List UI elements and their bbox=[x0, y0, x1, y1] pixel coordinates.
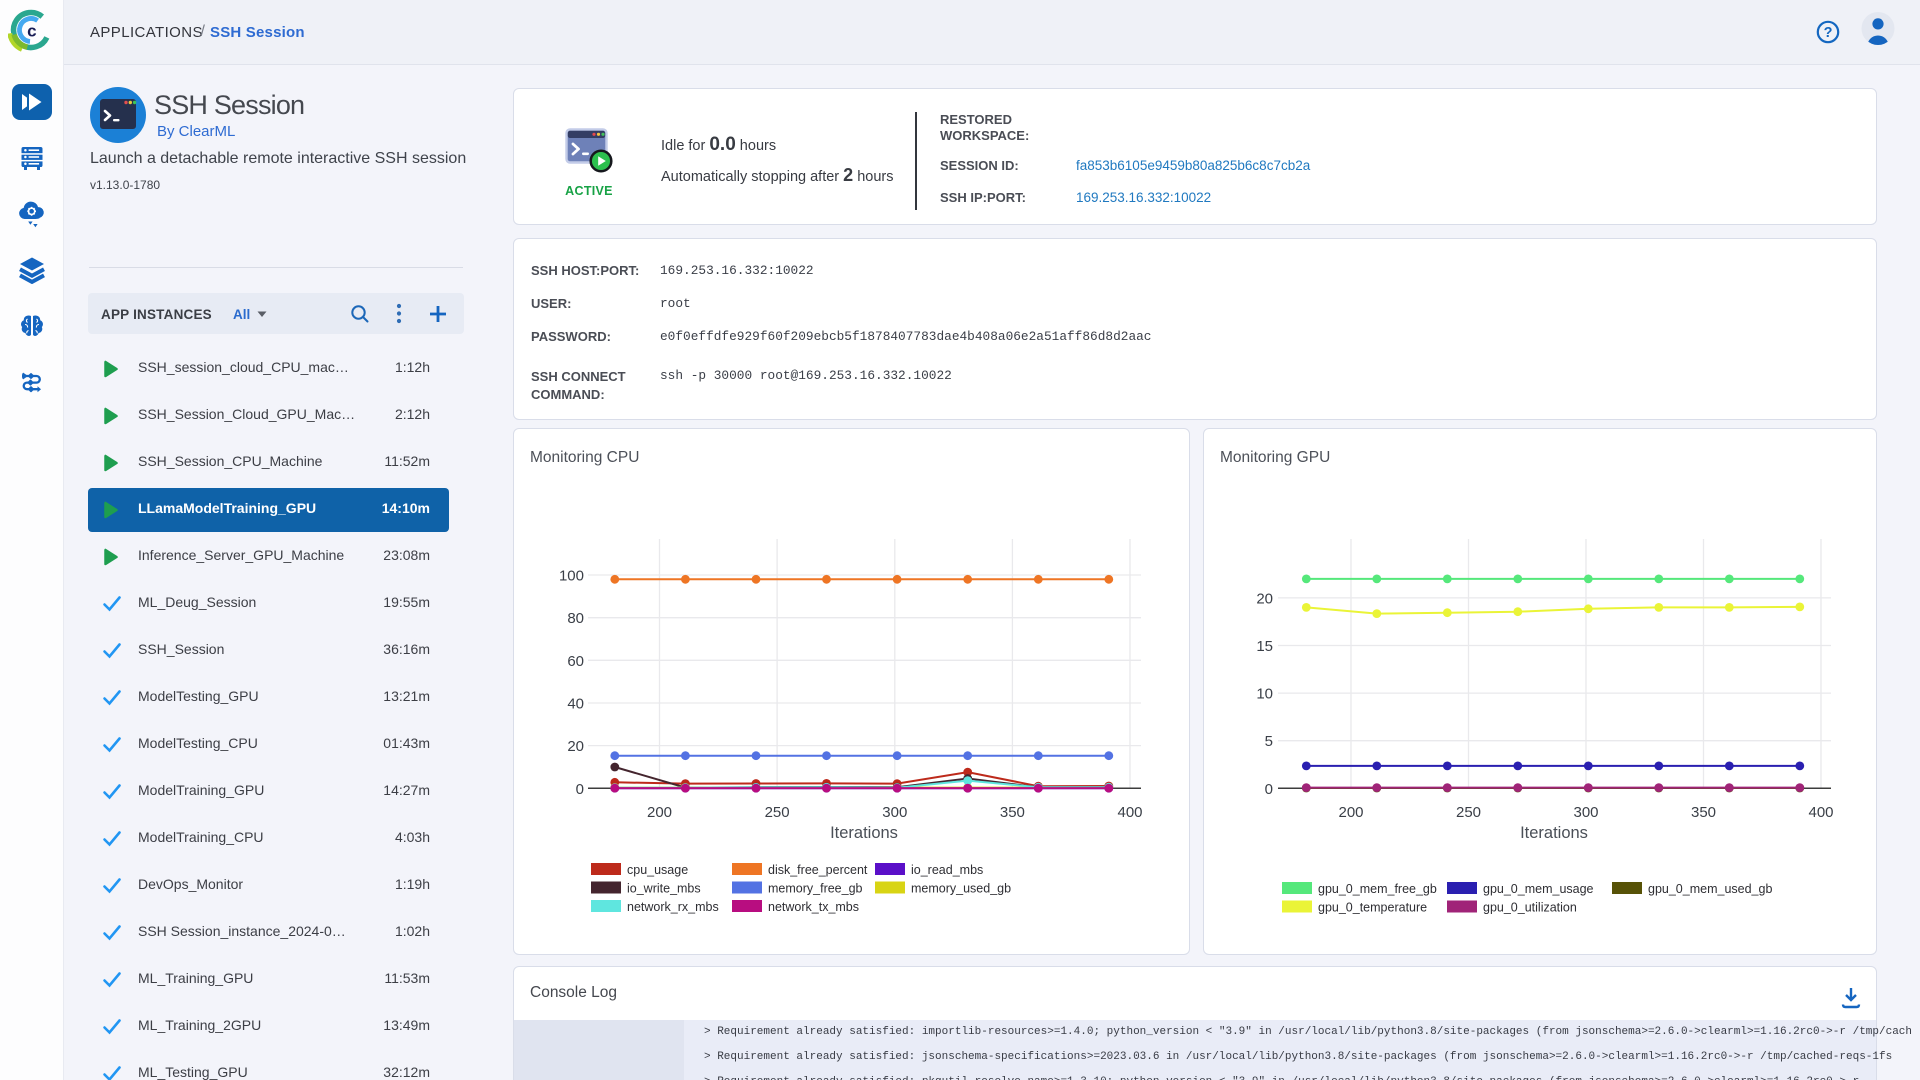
svg-text:5: 5 bbox=[1265, 733, 1273, 750]
svg-text:200: 200 bbox=[647, 804, 672, 821]
svg-text:20: 20 bbox=[1256, 590, 1273, 607]
svg-text:15: 15 bbox=[1256, 638, 1273, 655]
svg-text:gpu_0_utilization: gpu_0_utilization bbox=[1483, 901, 1577, 915]
svg-text:?: ? bbox=[1824, 25, 1833, 41]
svg-text:250: 250 bbox=[765, 804, 790, 821]
svg-text:gpu_0_mem_used_gb: gpu_0_mem_used_gb bbox=[1648, 882, 1772, 896]
svg-text:Monitoring CPU: Monitoring CPU bbox=[530, 449, 639, 466]
svg-text:memory_free_gb: memory_free_gb bbox=[768, 882, 863, 896]
svg-text:100: 100 bbox=[559, 568, 584, 585]
svg-text:300: 300 bbox=[882, 804, 907, 821]
svg-text:Monitoring GPU: Monitoring GPU bbox=[1220, 449, 1330, 466]
svg-text:network_tx_mbs: network_tx_mbs bbox=[768, 900, 859, 914]
svg-text:Iterations: Iterations bbox=[830, 824, 898, 842]
svg-text:memory_used_gb: memory_used_gb bbox=[911, 882, 1011, 896]
svg-text:c: c bbox=[27, 22, 36, 41]
svg-text:60: 60 bbox=[567, 653, 584, 670]
svg-text:network_rx_mbs: network_rx_mbs bbox=[627, 900, 719, 914]
svg-text:200: 200 bbox=[1338, 804, 1363, 821]
svg-text:20: 20 bbox=[567, 738, 584, 755]
svg-text:80: 80 bbox=[567, 610, 584, 627]
svg-text:disk_free_percent: disk_free_percent bbox=[768, 863, 868, 877]
svg-text:40: 40 bbox=[567, 696, 584, 713]
svg-text:cpu_usage: cpu_usage bbox=[627, 863, 688, 877]
svg-text:Iterations: Iterations bbox=[1520, 824, 1588, 842]
svg-text:400: 400 bbox=[1808, 804, 1833, 821]
svg-text:300: 300 bbox=[1573, 804, 1598, 821]
svg-text:350: 350 bbox=[1691, 804, 1716, 821]
svg-text:0: 0 bbox=[1265, 781, 1273, 798]
svg-text:io_write_mbs: io_write_mbs bbox=[627, 882, 701, 896]
svg-text:250: 250 bbox=[1456, 804, 1481, 821]
svg-text:io_read_mbs: io_read_mbs bbox=[911, 863, 983, 877]
svg-text:gpu_0_temperature: gpu_0_temperature bbox=[1318, 901, 1427, 915]
svg-text:gpu_0_mem_free_gb: gpu_0_mem_free_gb bbox=[1318, 882, 1437, 896]
svg-text:10: 10 bbox=[1256, 686, 1273, 703]
svg-text:gpu_0_mem_usage: gpu_0_mem_usage bbox=[1483, 882, 1594, 896]
svg-text:400: 400 bbox=[1117, 804, 1142, 821]
svg-text:350: 350 bbox=[1000, 804, 1025, 821]
svg-text:0: 0 bbox=[576, 781, 584, 798]
